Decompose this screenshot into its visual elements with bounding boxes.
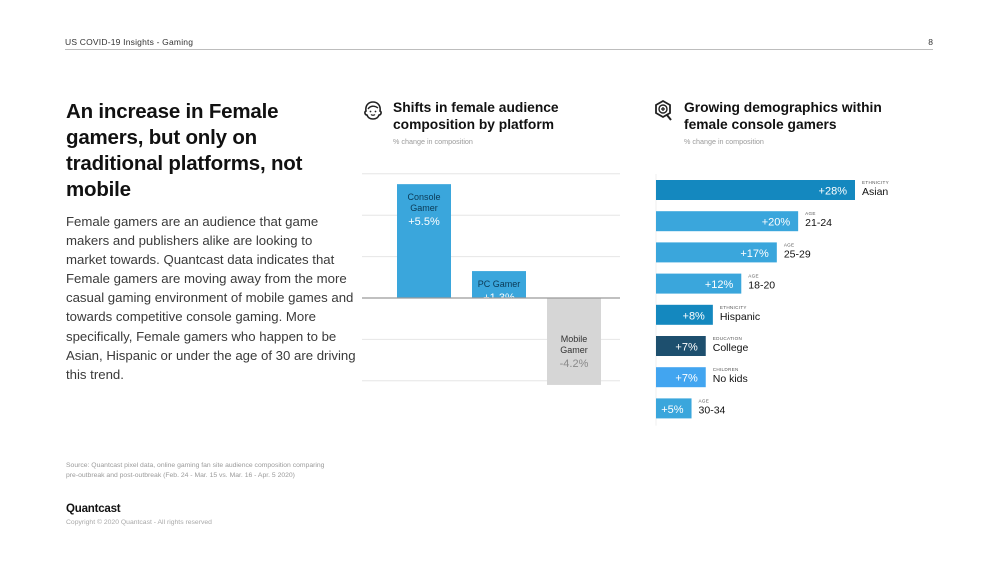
- bar-group-label: ETHNICITY: [720, 305, 747, 310]
- bar-value-label: +5.5%: [408, 216, 440, 228]
- magnify-plus-icon: [652, 99, 676, 123]
- bar-group-label: AGE: [805, 211, 816, 216]
- female-face-icon-svg: [364, 101, 382, 120]
- bar: [547, 298, 601, 385]
- bar-category-label: PC Gamer: [478, 279, 521, 289]
- bar-category-label: 25-29: [784, 248, 811, 260]
- bar: [656, 398, 692, 419]
- page-number: 8: [928, 37, 933, 47]
- bar-category-label: Asian: [862, 186, 888, 198]
- bar-value-label: +20%: [762, 217, 791, 229]
- bar: [656, 211, 799, 232]
- bar-value-label: +7%: [675, 342, 698, 354]
- bar-group-label: AGE: [748, 274, 759, 279]
- source-note: Source: Quantcast pixel data, online gam…: [66, 462, 325, 479]
- bar: [656, 304, 713, 325]
- right-chart-title-text: Growing demographics within female conso…: [684, 100, 882, 132]
- bar-category-label: Mobile: [561, 334, 588, 344]
- bar-value-label: +17%: [740, 248, 769, 260]
- bar: [656, 273, 742, 294]
- bar-group-label: EDUCATION: [713, 336, 742, 341]
- bar-category-label: Gamer: [560, 345, 588, 355]
- left-chart-title: Shifts in female audience composition by…: [393, 99, 593, 133]
- slide-headline: An increase in Female gamers, but only o…: [66, 100, 303, 201]
- bar-category-label: 21-24: [805, 217, 832, 229]
- bar-value-label: +5%: [661, 404, 684, 416]
- copyright-text: Copyright © 2020 Quantcast - All rights …: [66, 519, 212, 526]
- bar: [656, 367, 706, 388]
- bar-value-label: +28%: [819, 186, 848, 198]
- bar-category-label: Console: [407, 192, 440, 202]
- bar-category-label: 30-34: [699, 404, 726, 416]
- bar-category-label: College: [713, 342, 749, 354]
- demographics-chart: +28%ETHNICITYAsian+20%AGE21-24+17%AGE25-…: [655, 174, 889, 426]
- deck-title: US COVID-19 Insights - Gaming: [65, 37, 194, 47]
- bar: [397, 184, 451, 298]
- female-face-icon: [361, 99, 385, 123]
- left-chart-subtitle: % change in composition: [393, 137, 473, 146]
- page-header: US COVID-19 Insights - Gaming 8: [65, 37, 933, 50]
- right-chart-title: Growing demographics within female conso…: [684, 99, 899, 133]
- left-chart-title-text: Shifts in female audience composition by…: [393, 100, 559, 132]
- bar: [656, 336, 706, 356]
- bar-group-label: ETHNICITY: [862, 180, 889, 185]
- bar-group-label: AGE: [699, 398, 710, 403]
- bar: [656, 180, 855, 200]
- bar-category-label: 18-20: [748, 280, 775, 292]
- right-chart-header: Growing demographics within female conso…: [652, 99, 932, 149]
- bar-value-label: -4.2%: [560, 358, 589, 370]
- bar-group-label: CHILDREN: [713, 367, 739, 372]
- brand-logo: Quantcast: [66, 503, 121, 515]
- bar: [656, 242, 777, 263]
- left-chart-header: Shifts in female audience composition by…: [361, 99, 621, 149]
- bar: [472, 271, 526, 298]
- bar-category-label: Hispanic: [720, 311, 760, 323]
- bar-group-label: AGE: [784, 242, 795, 247]
- bar-value-label: +8%: [683, 310, 706, 322]
- right-chart-subtitle: % change in composition: [684, 137, 764, 146]
- slide-body-text: Female gamers are an audience that game …: [66, 214, 356, 382]
- magnify-plus-icon-svg: [655, 99, 672, 121]
- bar-category-label: No kids: [713, 373, 748, 385]
- bar-value-label: +7%: [675, 373, 698, 385]
- bar-value-label: +12%: [705, 279, 734, 291]
- bar-category-label: Gamer: [410, 203, 438, 213]
